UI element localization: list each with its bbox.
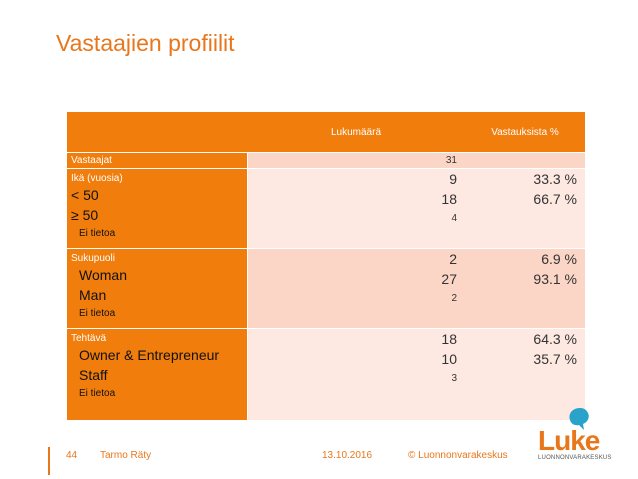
group-age-percents: 33.3 % 66.7 % <box>465 168 585 249</box>
page-number: 44 <box>66 450 78 461</box>
group-role-labels: Tehtävä Owner & Entrepreneur Staff Ei ti… <box>67 328 248 421</box>
group-gender: Sukupuoli Woman Man Ei tietoa 2 27 2 6.9… <box>67 248 585 329</box>
row-count: 18 <box>441 331 457 347</box>
page-title: Vastaajien profiilit <box>56 30 235 56</box>
luke-logo-icon <box>569 408 589 430</box>
row-label: Man <box>79 287 107 303</box>
group-gender-labels: Sukupuoli Woman Man Ei tietoa <box>67 248 248 329</box>
row-label: ≥ 50 <box>71 207 99 223</box>
header-percent: Vastauksista % <box>465 112 585 153</box>
respondent-profile-table: Lukumäärä Vastauksista % Vastaajat 31 Ik… <box>67 112 585 421</box>
total-percent <box>465 152 585 169</box>
header-label-cell <box>67 112 247 153</box>
unknown-count: 2 <box>451 293 457 304</box>
total-row: Vastaajat 31 <box>67 152 585 169</box>
group-age-counts: 9 18 4 <box>247 168 465 249</box>
group-role-percents: 64.3 % 35.7 % <box>465 328 585 421</box>
group-title: Sukupuoli <box>71 253 115 264</box>
logo-subtitle: LUONNONVARAKESKUS <box>538 455 612 461</box>
header-count: Lukumäärä <box>247 112 465 153</box>
row-percent: 33.3 % <box>533 171 577 187</box>
row-count: 10 <box>441 351 457 367</box>
table-header-row: Lukumäärä Vastauksista % <box>67 112 585 153</box>
unknown-label: Ei tietoa <box>79 228 116 239</box>
row-label: Owner & Entrepreneur <box>79 347 220 363</box>
total-count: 31 <box>247 152 465 169</box>
unknown-label: Ei tietoa <box>79 308 116 319</box>
row-percent: 35.7 % <box>533 351 577 367</box>
row-percent: 6.9 % <box>541 251 577 267</box>
logo-text: Luke <box>538 425 600 456</box>
group-role-counts: 18 10 3 <box>247 328 465 421</box>
row-count: 27 <box>441 271 457 287</box>
row-count: 2 <box>449 251 457 267</box>
footer-divider <box>48 447 50 475</box>
row-label: Staff <box>79 367 108 383</box>
unknown-label: Ei tietoa <box>79 388 116 399</box>
group-title: Ikä (vuosia) <box>71 173 123 184</box>
row-percent: 66.7 % <box>533 191 577 207</box>
unknown-count: 3 <box>451 373 457 384</box>
group-age-labels: Ikä (vuosia) < 50 ≥ 50 Ei tietoa <box>67 168 248 249</box>
group-gender-percents: 6.9 % 93.1 % <box>465 248 585 329</box>
group-gender-counts: 2 27 2 <box>247 248 465 329</box>
total-label: Vastaajat <box>67 152 248 169</box>
unknown-count: 4 <box>451 213 457 224</box>
footer-copyright: © Luonnonvarakeskus <box>408 450 508 461</box>
group-role: Tehtävä Owner & Entrepreneur Staff Ei ti… <box>67 328 585 421</box>
group-title: Tehtävä <box>71 333 107 344</box>
row-label: Woman <box>79 267 127 283</box>
row-percent: 93.1 % <box>533 271 577 287</box>
row-count: 9 <box>449 171 457 187</box>
footer-author: Tarmo Räty <box>100 450 152 461</box>
row-percent: 64.3 % <box>533 331 577 347</box>
row-label: < 50 <box>71 187 99 203</box>
footer-date: 13.10.2016 <box>322 450 373 461</box>
group-age: Ikä (vuosia) < 50 ≥ 50 Ei tietoa 9 18 4 … <box>67 168 585 249</box>
row-count: 18 <box>441 191 457 207</box>
